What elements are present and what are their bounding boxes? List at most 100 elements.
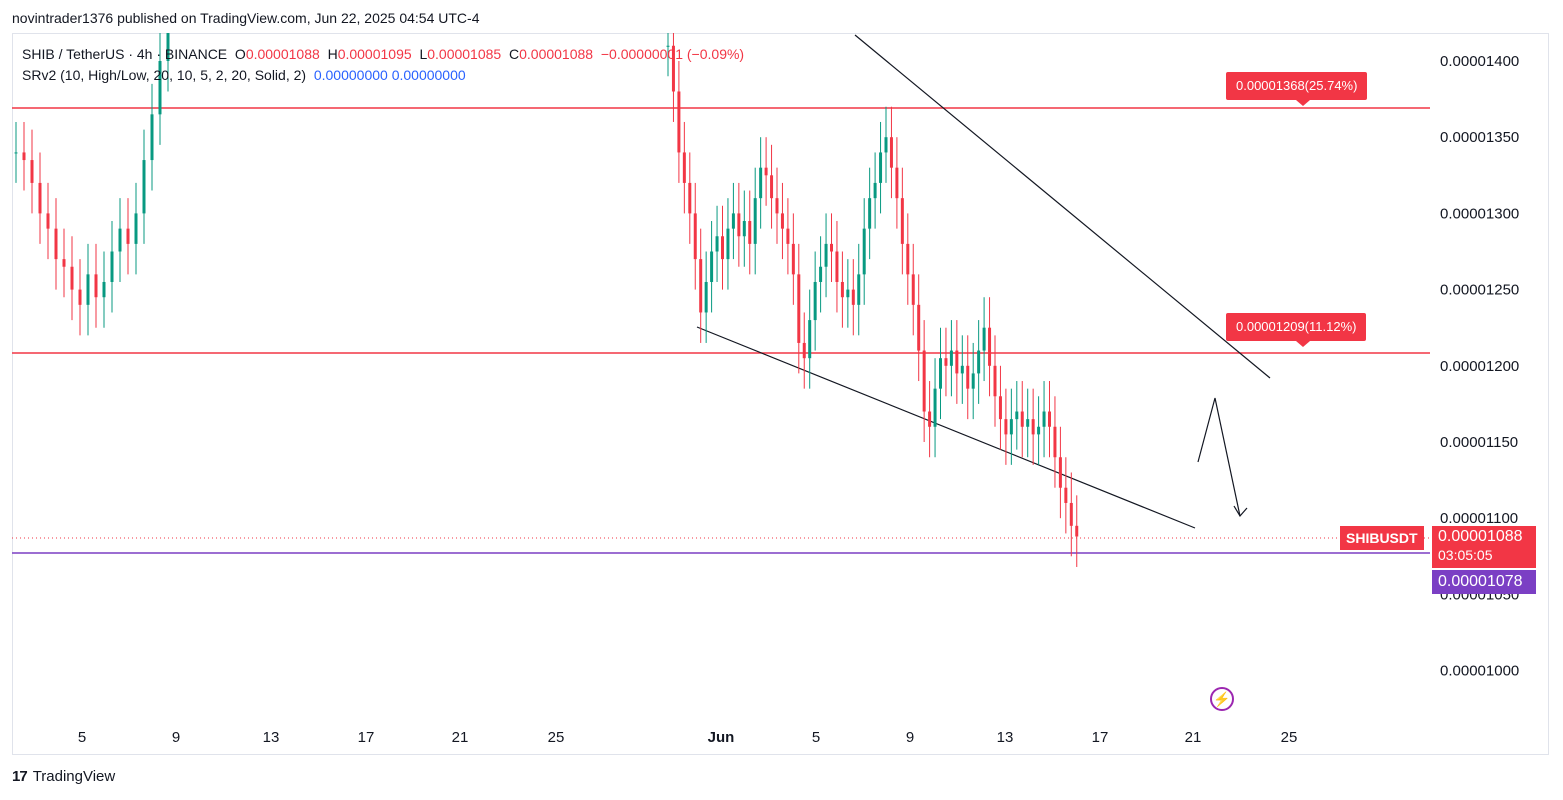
candle-body	[895, 167, 899, 199]
candle-body	[819, 266, 823, 282]
candles-group	[14, 33, 1079, 567]
time-axis: 5 9 13 17 21 25 Jun 5 9 13 17 21 25	[78, 729, 1298, 746]
candle-body	[1075, 525, 1079, 537]
x-tick-label: 25	[548, 729, 565, 746]
y-tick-label: 0.00001350	[1440, 129, 1519, 146]
symbol-tag: SHIBUSDT	[1340, 526, 1424, 550]
x-tick-label: 21	[1185, 729, 1202, 746]
candle-body	[715, 236, 719, 252]
candle-body	[1069, 502, 1073, 526]
candle-body	[879, 152, 883, 183]
candle-body	[835, 251, 839, 282]
candle-body	[824, 243, 828, 267]
y-tick-label: 0.00001200	[1440, 358, 1519, 375]
footer-brand-text: TradingView	[32, 768, 116, 785]
candle-body	[1053, 426, 1057, 458]
candle-body	[142, 160, 146, 214]
indicator-value-2: 0.00000000	[391, 67, 466, 83]
indicator-name: SRv2 (10, High/Low, 20, 10, 5, 2, 20, So…	[22, 67, 307, 83]
x-tick-label: 21	[452, 729, 469, 746]
x-tick-label: 9	[172, 729, 180, 746]
candle-body	[764, 167, 768, 176]
candle-body	[955, 350, 959, 374]
published-caption: novintrader1376 published on TradingView…	[12, 10, 480, 26]
candle-body	[30, 160, 34, 183]
candle-body	[748, 221, 752, 244]
legend-open: 0.00001088	[245, 46, 320, 62]
candle-body	[710, 251, 714, 282]
candle-body	[977, 350, 981, 374]
legend-c-label: C	[508, 46, 520, 62]
legend-l-label: L	[419, 46, 428, 62]
candle-body	[1020, 411, 1024, 427]
candle-body	[102, 281, 106, 298]
candle-body	[70, 266, 74, 290]
candle-body	[1004, 419, 1008, 435]
candle-body	[928, 411, 932, 427]
candle-body	[808, 320, 812, 359]
price-axis: 0.00001400 0.00001350 0.00001300 0.00001250…	[1440, 53, 1519, 680]
legend-o-label: O	[234, 46, 246, 62]
tradingview-logo-icon: 17	[12, 768, 28, 785]
candle-body	[1015, 411, 1019, 420]
x-tick-label: 9	[906, 729, 914, 746]
candle-body	[726, 228, 730, 260]
last-price-tag: 0.00001088 03:05:05	[1432, 526, 1536, 568]
candle-body	[671, 45, 675, 92]
indicator-legend: SRv2 (10, High/Low, 20, 10, 5, 2, 20, So…	[22, 67, 466, 83]
y-tick-label: 0.00001300	[1440, 205, 1519, 222]
candle-body	[786, 228, 790, 244]
candle-body	[840, 281, 844, 298]
candle-body	[166, 33, 170, 61]
candle-body	[933, 388, 937, 427]
legend-symbol: SHIB / TetherUS · 4h · BINANCE	[22, 46, 228, 62]
candle-body	[22, 152, 26, 161]
candle-body	[126, 228, 130, 244]
candle-body	[682, 152, 686, 183]
candle-body	[911, 274, 915, 305]
candle-body	[1058, 457, 1062, 488]
candle-body	[949, 350, 953, 366]
legend-change: −0.00000001 (−0.09%)	[600, 46, 745, 62]
legend-close: 0.00001088	[519, 46, 594, 62]
candle-body	[134, 213, 138, 244]
candle-body	[688, 182, 692, 214]
candle-body	[110, 251, 114, 282]
candle-body	[846, 289, 850, 298]
x-tick-label: 5	[78, 729, 86, 746]
lower-target-label[interactable]: 0.00001209(11.12%)	[1226, 313, 1367, 347]
y-tick-label: 0.00001250	[1440, 282, 1519, 299]
candle-body	[780, 213, 784, 229]
candle-body	[982, 327, 986, 351]
candle-body	[830, 243, 833, 252]
projection-arrow	[1197, 397, 1241, 517]
lower-trendline	[696, 326, 1196, 529]
candle-body	[666, 45, 670, 47]
legend-low: 0.00001085	[427, 46, 502, 62]
last-price-value: 0.00001088	[1438, 528, 1523, 545]
candle-body	[857, 274, 861, 305]
y-tick-label: 0.00001150	[1440, 434, 1518, 451]
candle-body	[1009, 419, 1013, 435]
upper-target-label[interactable]: 0.00001368(25.74%)	[1226, 72, 1368, 106]
footer-brand[interactable]: 17 TradingView	[12, 768, 115, 785]
candle-body	[150, 114, 154, 161]
candle-body	[753, 198, 757, 244]
x-tick-label: Jun	[708, 729, 735, 746]
legend-h-label: H	[327, 46, 338, 62]
candle-body	[677, 91, 681, 153]
candle-body	[1031, 419, 1035, 435]
chart-frame[interactable]	[12, 33, 1549, 755]
candle-body	[737, 213, 741, 237]
x-tick-label: 25	[1281, 729, 1298, 746]
candle-body	[939, 358, 942, 389]
bar-countdown: 03:05:05	[1438, 547, 1493, 563]
candle-body	[906, 243, 910, 275]
candle-body	[78, 289, 82, 305]
candle-body	[770, 175, 774, 199]
x-tick-label: 17	[358, 729, 375, 746]
candle-body	[797, 274, 801, 343]
candle-body	[873, 182, 877, 199]
lightning-icon[interactable]: ⚡	[1210, 687, 1234, 711]
